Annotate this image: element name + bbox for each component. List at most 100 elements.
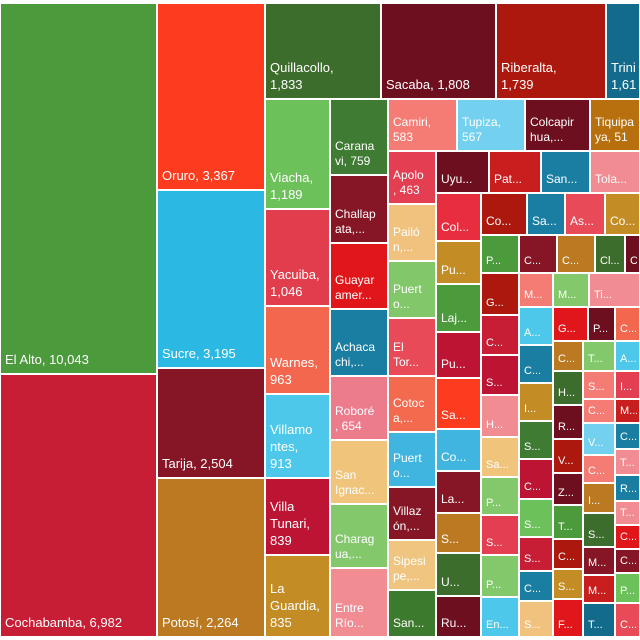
treemap-small-tile: Z... [553, 473, 583, 505]
treemap-tile: Pat... [489, 151, 541, 193]
treemap-tile: La... [436, 471, 481, 513]
treemap-small-tile: Ti... [589, 273, 640, 307]
tile-label: El Tor... [393, 339, 420, 370]
treemap-small-tile: I... [583, 483, 615, 513]
treemap-small-tile: T... [583, 603, 615, 637]
treemap-tile: Tola... [590, 151, 640, 193]
treemap-small-tile: C... [615, 423, 640, 449]
treemap-small-tile: C... [519, 345, 553, 383]
tile-label: A... [524, 326, 541, 339]
treemap-small-tile: C... [553, 341, 583, 371]
treemap-small-tile: G... [553, 307, 588, 341]
treemap-tile: Sucre, 3,195 [157, 190, 265, 368]
tile-label: C... [558, 550, 576, 563]
tile-label: H... [558, 386, 576, 399]
tile-label: C... [620, 618, 637, 631]
tile-label: S... [524, 440, 541, 453]
treemap-small-tile: S... [519, 537, 553, 571]
tile-label: M... [558, 288, 577, 301]
tile-label: C... [562, 254, 580, 267]
treemap-small-tile: H... [553, 371, 583, 405]
treemap-tile: U... [436, 553, 481, 596]
treemap-small-tile: P... [481, 477, 519, 515]
tile-label: Tiquipa ya, 51 [595, 114, 634, 145]
treemap-tile: Col... [436, 193, 481, 241]
treemap-tile: San Ignac... [330, 440, 388, 504]
tile-label: Camiri, 583 [393, 114, 431, 145]
treemap-tile: Roboré , 654 [330, 376, 388, 440]
treemap-tile: Tiquipa ya, 51 [590, 99, 640, 151]
treemap-small-tile: A... [519, 307, 553, 345]
tile-label: I... [524, 402, 537, 415]
tile-label: P... [620, 584, 636, 597]
tile-label: Challap ata,... [335, 206, 376, 237]
tile-label: San... [546, 172, 578, 187]
treemap-small-tile: M... [583, 575, 615, 603]
treemap-small-tile: S... [583, 371, 615, 399]
tile-label: A... [620, 352, 637, 365]
tile-label: G... [558, 322, 576, 335]
tile-label: C... [620, 430, 637, 443]
tile-label: C... [620, 530, 637, 543]
tile-label: V... [558, 454, 574, 467]
treemap-tile: Tarija, 2,504 [157, 368, 265, 478]
tile-label: C... [524, 254, 542, 267]
treemap-tile: Viacha, 1,189 [265, 99, 330, 209]
treemap-tile: Uyu... [436, 151, 489, 193]
treemap-tile: Sipesi pe,... [388, 540, 436, 590]
treemap-small-tile: G... [481, 273, 519, 315]
treemap-small-tile: M... [615, 399, 640, 423]
treemap-small-tile: C... [519, 459, 553, 499]
tile-label: T... [620, 456, 635, 469]
treemap-tile: Cotoc a,... [388, 376, 436, 432]
treemap-small-tile: C... [615, 525, 640, 549]
tile-label: M... [588, 556, 607, 569]
tile-label: Yacuiba, 1,046 [270, 267, 320, 300]
tile-label: R... [620, 482, 637, 495]
treemap-tile: Carana vi, 759 [330, 99, 388, 175]
tile-label: C... [588, 464, 606, 477]
treemap-small-tile: M... [583, 547, 615, 575]
treemap-small-tile: C... [519, 235, 557, 273]
tile-label: San... [393, 616, 425, 631]
treemap-tile: Camiri, 583 [388, 99, 457, 151]
tile-label: Colcapir hua,... [530, 114, 575, 145]
tile-label: T... [558, 520, 573, 533]
treemap-small-tile: H... [481, 395, 519, 437]
treemap-small-tile: En... [481, 597, 519, 637]
treemap-tile: Colcapir hua,... [525, 99, 590, 151]
tile-label: Tola... [595, 172, 628, 187]
treemap-tile: Entre Río... [330, 568, 388, 637]
tile-label: I... [588, 494, 601, 507]
treemap-tile: San... [388, 590, 436, 637]
treemap-tile: Ru... [436, 596, 481, 637]
tile-label: C... [620, 554, 637, 567]
treemap-tile: Villaz ón,... [388, 487, 436, 540]
treemap-tile: Trini 1,61 [606, 3, 640, 99]
treemap-small-tile: T... [583, 341, 615, 371]
tile-label: Quillacollo, 1,833 [270, 60, 334, 93]
tile-label: Col... [441, 220, 470, 235]
tile-label: P... [486, 496, 502, 509]
tile-label: Sacaba, 1,808 [386, 77, 470, 93]
tile-label: As... [570, 214, 595, 229]
tile-label: San Ignac... [335, 467, 375, 498]
treemap-tile: Quillacollo, 1,833 [265, 3, 381, 99]
tile-label: I... [620, 380, 633, 393]
tile-label: C... [486, 336, 504, 349]
tile-label: Sa... [532, 214, 557, 229]
tile-label: S... [588, 380, 605, 393]
tile-label: C... [588, 404, 606, 417]
treemap-tile: Charag ua,... [330, 504, 388, 568]
treemap-small-tile: C... [625, 235, 640, 273]
treemap-tile: Pu... [436, 332, 481, 378]
tile-label: Cl... [600, 254, 620, 267]
treemap-small-tile: F... [553, 599, 583, 637]
tile-label: T... [588, 352, 603, 365]
tile-label: S... [524, 518, 541, 531]
treemap-tile: Pailó n,... [388, 204, 436, 261]
treemap-small-tile: S... [519, 601, 553, 637]
treemap-tile: Puert o... [388, 261, 436, 318]
treemap-small-tile: C... [615, 603, 640, 637]
tile-label: Villa Tunari, 839 [270, 499, 310, 549]
